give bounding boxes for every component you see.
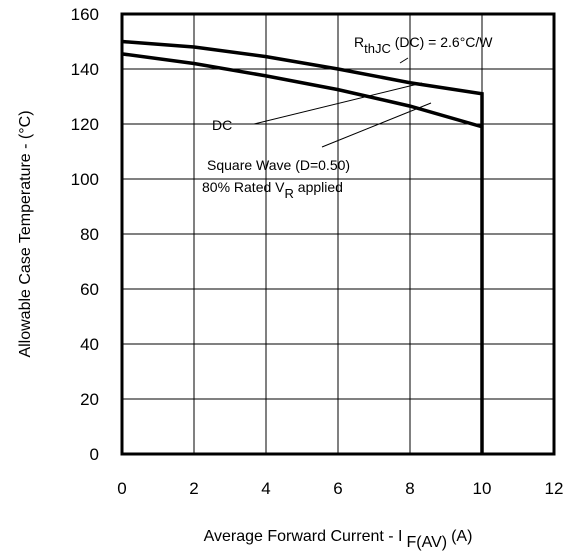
x-tick-label: 2: [189, 479, 198, 498]
y-tick-label: 80: [80, 225, 99, 244]
y-tick-label: 120: [71, 115, 99, 134]
annotation-square-line2: 80% Rated VR applied: [202, 179, 343, 201]
grid: [122, 14, 554, 454]
annotation-rth: RthJC (DC) = 2.6°C/W: [354, 34, 493, 56]
y-tick-label: 0: [90, 445, 99, 464]
y-axis-label: Allowable Case Temperature - (°C): [17, 110, 34, 357]
annotation-square-line1: Square Wave (D=0.50): [207, 157, 350, 173]
y-tick-label: 100: [71, 170, 99, 189]
series-line-dc: [122, 42, 482, 455]
series-group: [122, 42, 482, 455]
y-tick-label: 160: [71, 5, 99, 24]
x-tick-label: 4: [261, 479, 270, 498]
y-tick-label: 20: [80, 390, 99, 409]
x-tick-label: 8: [405, 479, 414, 498]
y-tick-label: 40: [80, 335, 99, 354]
x-axis-label: Average Forward Current - I F(AV) (A): [204, 528, 473, 551]
x-tick-label: 10: [473, 479, 492, 498]
x-tick-label: 6: [333, 479, 342, 498]
x-tick-label: 0: [117, 479, 126, 498]
x-tick-label: 12: [545, 479, 564, 498]
y-tick-label: 60: [80, 280, 99, 299]
y-tick-labels: 0 20 40 60 80 100 120 140 160: [71, 5, 99, 464]
y-tick-label: 140: [71, 60, 99, 79]
x-tick-labels: 0 2 4 6 8 10 12: [117, 479, 563, 498]
annotation-line-rth: [400, 58, 408, 63]
annotation-dc: DC: [212, 117, 232, 133]
series-line-square-wave: [122, 54, 482, 127]
